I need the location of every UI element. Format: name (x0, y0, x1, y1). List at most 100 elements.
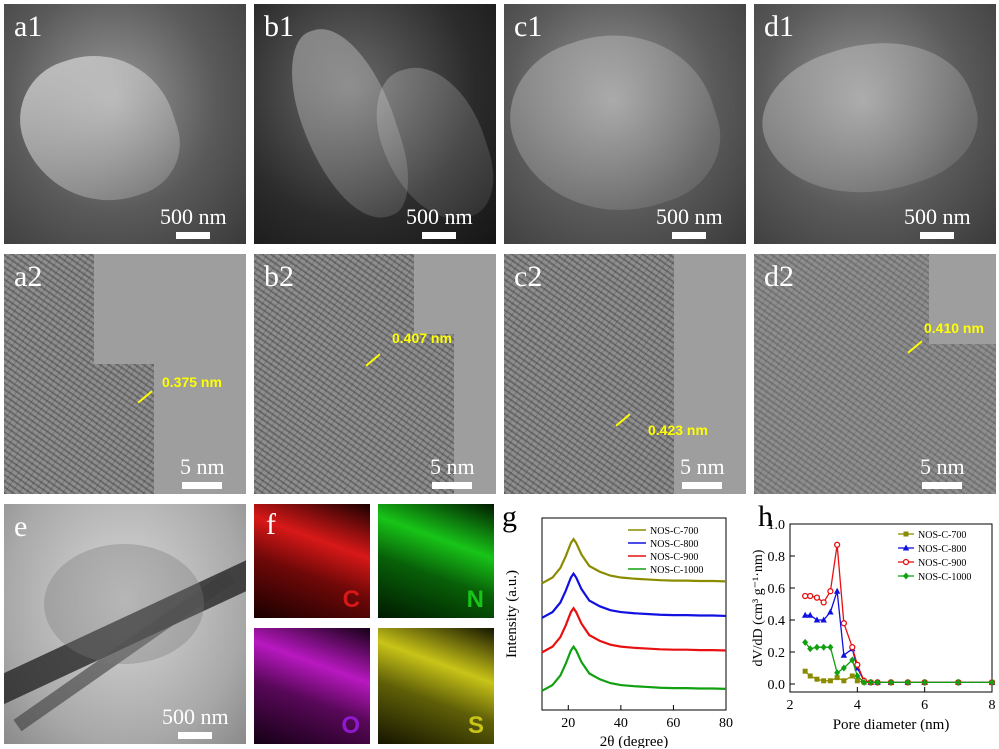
data-point (955, 678, 962, 686)
data-point (807, 592, 814, 600)
plot-frame (789, 523, 993, 693)
data-point (903, 531, 909, 537)
hrtem-panel-d2: d2 0.410 nm 5 nm (754, 254, 996, 494)
sem-panel-c1: c1 500 nm (504, 4, 746, 244)
data-point (902, 558, 910, 566)
plot-frame (541, 517, 727, 711)
scale-bar: 5 nm (680, 454, 725, 489)
series-line (541, 606, 727, 654)
series-line (541, 571, 727, 619)
data-point (904, 678, 911, 686)
scale-bar: 5 nm (430, 454, 475, 489)
data-point (814, 676, 820, 682)
sem-panel-a1: a1 500 nm (4, 4, 246, 244)
data-point (827, 608, 834, 615)
x-axis-label: Pore diameter (nm) (833, 717, 950, 733)
data-point (820, 599, 827, 606)
xrd-chart: 20 40 60 80 2θ (degree) Intensity (a.u.) NOS-C… (504, 517, 733, 748)
panel-label: f (266, 508, 276, 541)
legend-entry: NOS-C-1000 (918, 572, 971, 583)
data-point (807, 645, 814, 653)
data-point (820, 643, 827, 651)
data-point (802, 592, 809, 600)
y-tick-label: 0.0 (768, 678, 786, 693)
data-point (840, 664, 847, 672)
x-tick-label: 4 (854, 698, 861, 713)
x-tick-label: 60 (666, 716, 680, 731)
data-point (827, 588, 834, 595)
data-point (813, 643, 820, 651)
y-tick-label: 0.4 (768, 614, 786, 629)
panel-label: b1 (264, 10, 294, 43)
scale-bar: 5 nm (920, 454, 965, 489)
scale-bar: 500 nm (904, 204, 971, 239)
panel-label: c1 (514, 10, 543, 43)
data-point (849, 656, 856, 664)
data-point (834, 675, 840, 681)
y-tick-label: 0.8 (768, 550, 786, 565)
panel-label: b2 (264, 260, 294, 293)
y-tick-label: 0.2 (768, 646, 786, 661)
data-point (807, 673, 813, 679)
series-line (804, 670, 992, 684)
lattice-spacing-label: 0.375 nm (162, 374, 222, 390)
x-tick-label: 20 (561, 716, 575, 731)
data-point (874, 678, 881, 686)
data-point (807, 611, 814, 618)
data-point (840, 651, 848, 658)
x-tick-label: 2 (787, 698, 794, 713)
tem-panel-e: e 500 nm (4, 504, 246, 744)
y-axis-label: Intensity (a.u.) (504, 570, 520, 658)
data-point (802, 668, 808, 674)
y-tick-label: 0.6 (768, 582, 786, 597)
y-tick-label: 1.0 (768, 518, 786, 533)
data-point (849, 673, 855, 679)
legend-entry: NOS-C-1000 (650, 565, 703, 576)
sem-panel-b1: b1 500 nm (254, 4, 496, 244)
series-line (541, 537, 727, 585)
legend-entry: NOS-C-700 (918, 530, 966, 541)
legend-entry: NOS-C-900 (650, 552, 698, 563)
edx-mapping-panel-f: C N O S f (254, 504, 498, 744)
lattice-spacing-label: 0.410 nm (924, 320, 984, 336)
panel-label: c2 (514, 260, 543, 293)
panel-label: a2 (14, 260, 43, 293)
scale-bar: 500 nm (656, 204, 723, 239)
data-point (854, 678, 860, 684)
data-point (841, 678, 847, 684)
legend-entry: NOS-C-800 (918, 544, 966, 555)
map-nitrogen: N (378, 504, 494, 618)
x-axis-label: 2θ (degree) (600, 734, 668, 748)
legend-entry: NOS-C-800 (650, 539, 698, 550)
data-point (821, 678, 827, 684)
data-point (867, 678, 874, 686)
scale-bar: 500 nm (160, 204, 227, 239)
x-tick-label: 8 (989, 698, 996, 713)
data-point (854, 661, 861, 668)
lattice-spacing-label: 0.423 nm (648, 422, 708, 438)
x-tick-label: 40 (614, 716, 628, 731)
data-point (813, 616, 821, 623)
data-point (813, 594, 821, 601)
data-point (840, 620, 848, 627)
data-point (834, 669, 841, 677)
data-point (849, 644, 856, 651)
y-axis-label: dV/dD (cm³ g⁻¹·nm) (751, 549, 766, 666)
data-point (802, 638, 809, 646)
map-sulfur: S (378, 628, 494, 744)
hrtem-panel-a2: a2 0.375 nm 5 nm (4, 254, 246, 494)
map-carbon: C (254, 504, 370, 618)
lattice-spacing-label: 0.407 nm (392, 330, 452, 346)
data-point (833, 541, 841, 548)
data-point (861, 678, 868, 686)
panel-label-h: h (758, 500, 773, 533)
series-line (541, 644, 727, 692)
data-point (827, 643, 834, 651)
panel-label-g: g (502, 500, 517, 533)
data-point (827, 678, 833, 684)
data-point (903, 572, 909, 580)
sem-panel-d1: d1 500 nm (754, 4, 996, 244)
panel-label: a1 (14, 10, 43, 43)
data-point (902, 544, 910, 551)
data-point (833, 587, 841, 594)
